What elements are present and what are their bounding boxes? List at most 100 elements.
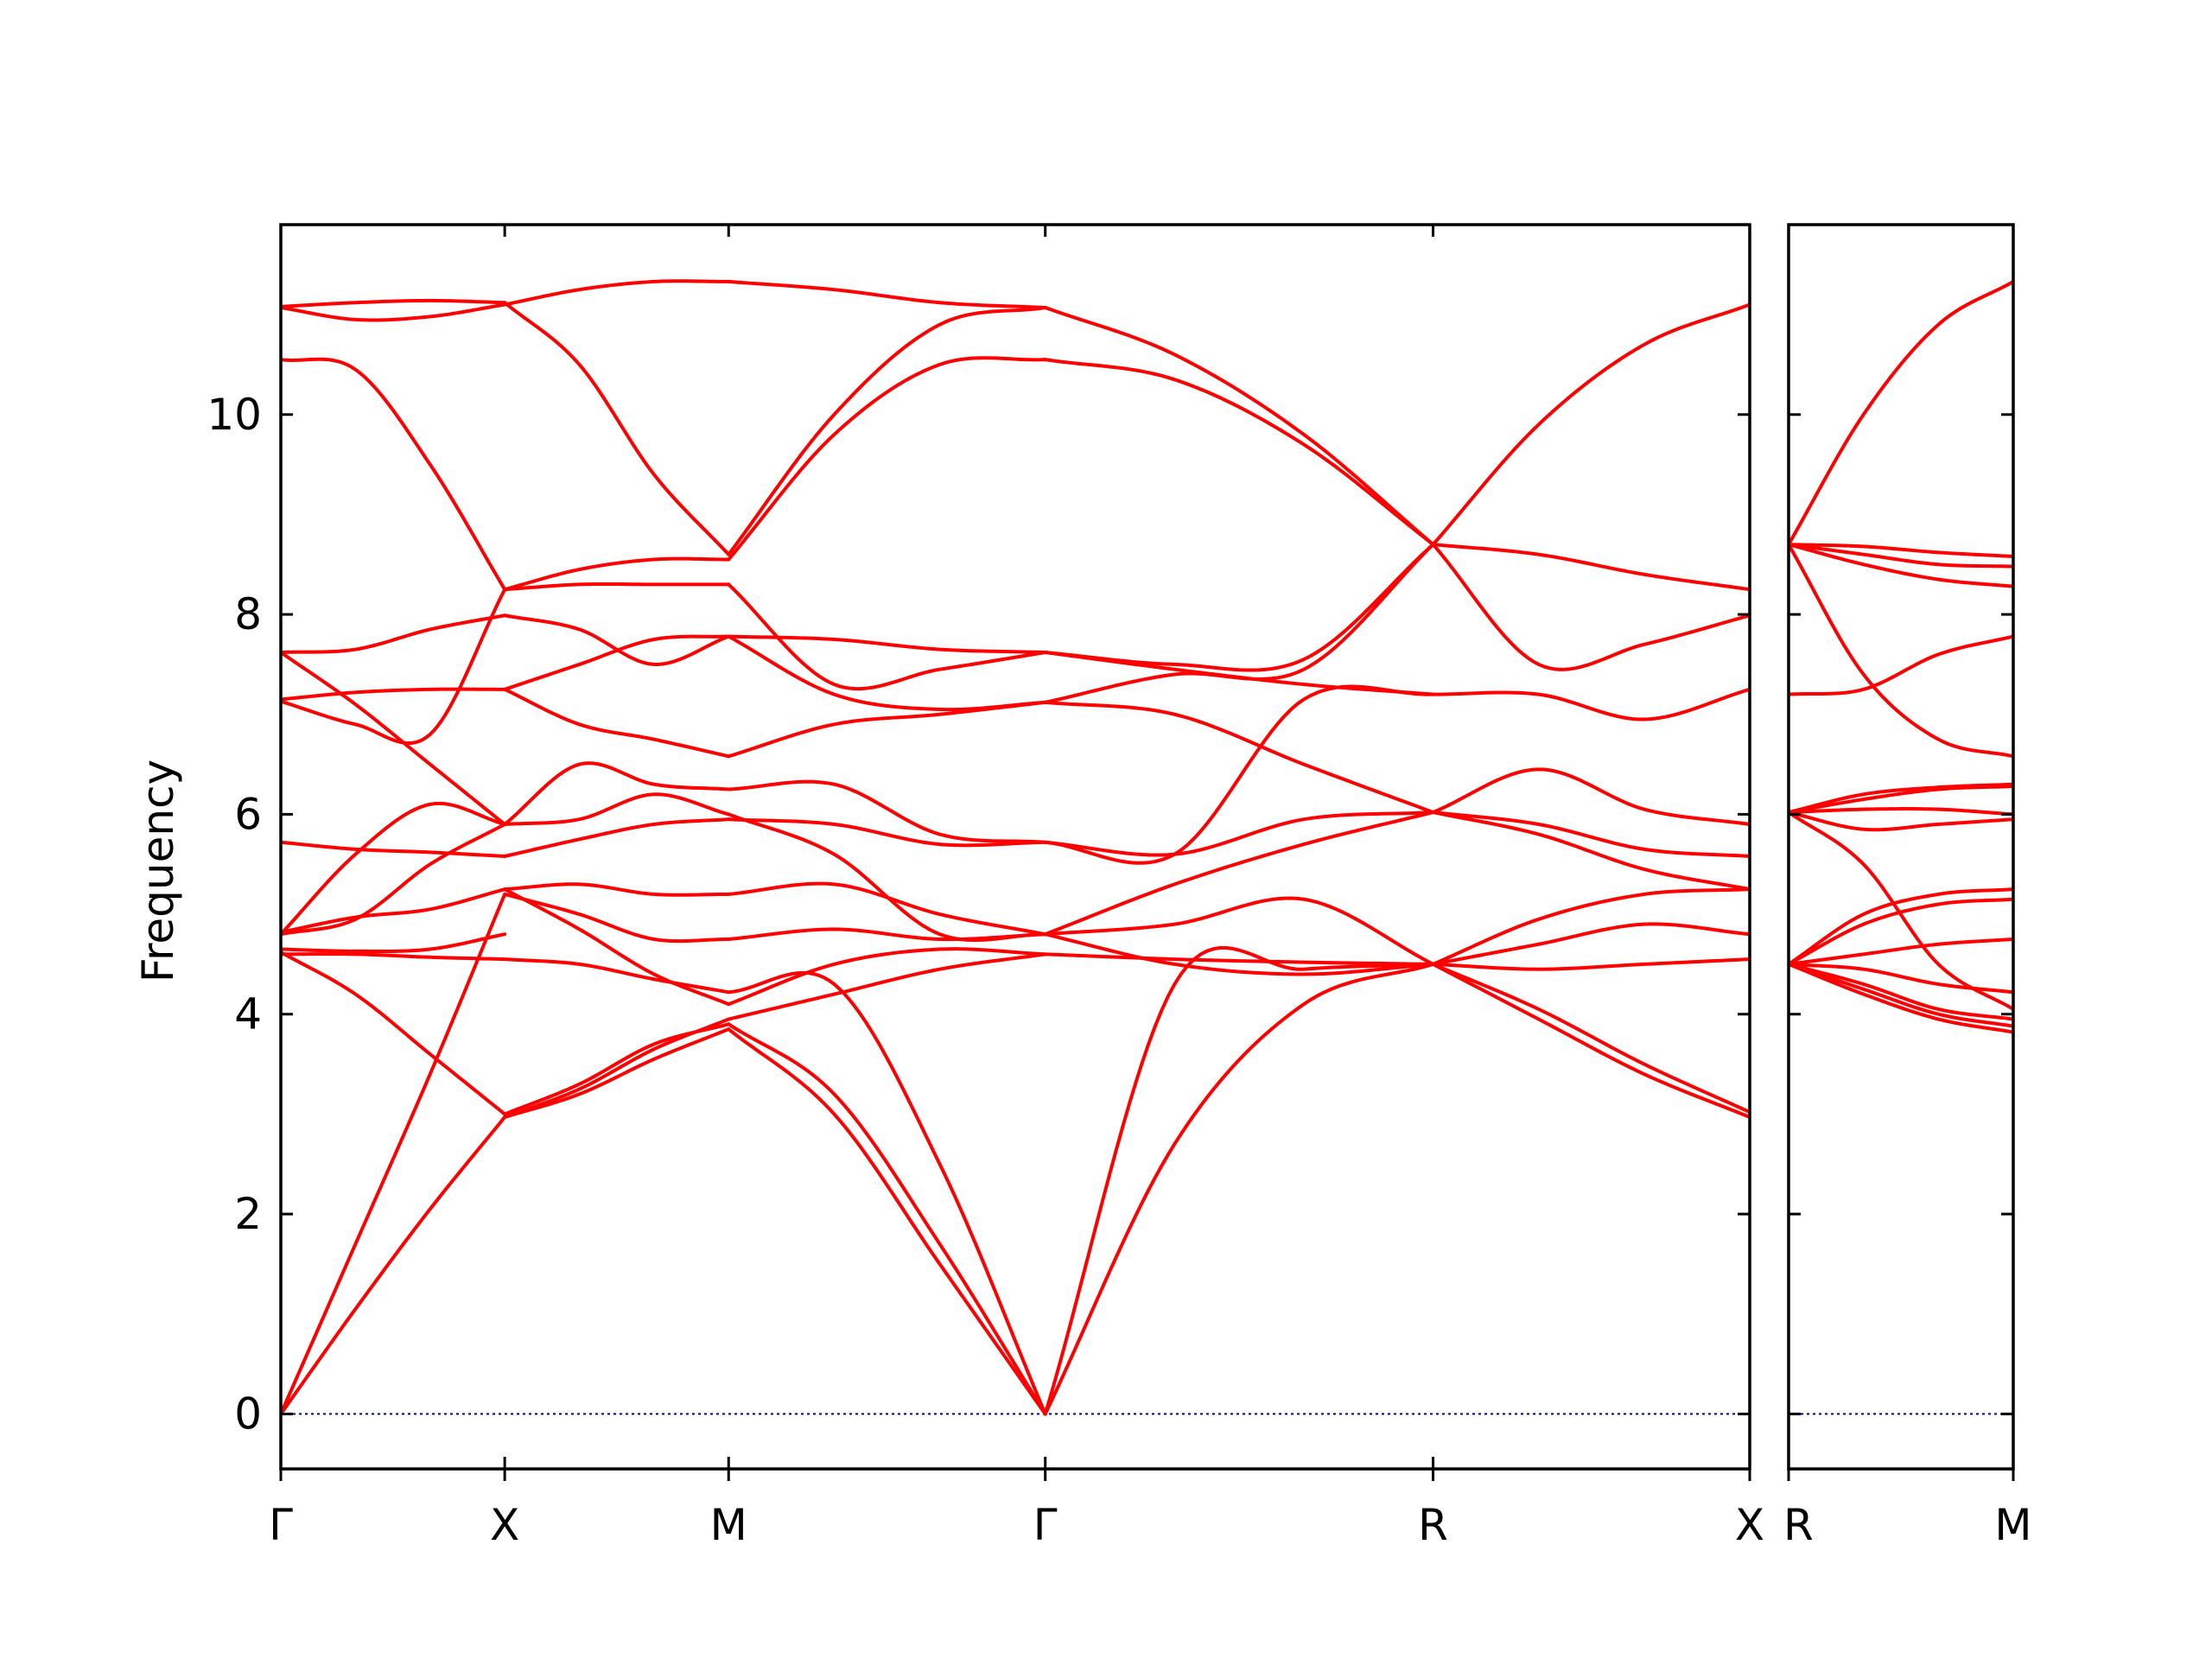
band-left-seg0-0 <box>281 1115 507 1416</box>
band-left-seg3-7 <box>1043 684 1435 865</box>
band-right-seg0-14 <box>1789 543 2013 588</box>
right-panel-frame <box>1787 223 2015 1471</box>
band-left-seg3-11 <box>1043 543 1435 672</box>
band-left-seg3-8 <box>1043 700 1435 815</box>
band-left-seg3-3 <box>1043 932 1435 976</box>
band-left-seg2-0 <box>727 1027 1047 1416</box>
band-left-seg0-12 <box>281 651 507 826</box>
x-tick-label: X <box>490 1500 519 1550</box>
band-left-seg0-1 <box>281 892 507 1416</box>
band-right-seg0-0 <box>1789 962 2013 1034</box>
band-left-seg0-4 <box>281 932 507 953</box>
band-left-seg4-9 <box>1431 543 1750 671</box>
band-left-seg2-2 <box>727 970 1047 1416</box>
band-right-seg0-9 <box>1789 807 2013 817</box>
band-left-seg2-4 <box>727 952 1047 1021</box>
band-left-seg0-3 <box>281 950 507 1116</box>
band-left-seg1-9 <box>503 792 731 826</box>
band-left-seg3-1 <box>1043 945 1435 1416</box>
band-right-seg0-17 <box>1789 279 2013 547</box>
x-tick-label: Γ <box>269 1500 293 1550</box>
band-right-seg0-10 <box>1789 785 2013 815</box>
band-right-seg0-8 <box>1789 810 2013 832</box>
band-left-seg1-4 <box>503 887 731 1007</box>
y-tick-label: 10 <box>207 390 262 440</box>
band-left-seg4-0 <box>1431 962 1750 1119</box>
band-right-seg0-7 <box>1789 810 2013 1011</box>
band-left-seg2-16 <box>727 279 1047 309</box>
y-axis-title: Frequency <box>133 760 183 982</box>
band-left-seg4-6 <box>1431 810 1750 858</box>
band-left-seg1-14 <box>503 556 731 592</box>
band-left-seg0-8 <box>281 840 507 858</box>
band-left-seg4-8 <box>1431 687 1750 721</box>
right-band-lines <box>1789 279 2013 1034</box>
band-left-seg4-1 <box>1431 962 1750 1115</box>
y-tick-label: 2 <box>234 1189 262 1239</box>
band-left-seg1-2 <box>503 1022 731 1116</box>
band-left-seg1-15 <box>503 301 731 556</box>
band-left-seg0-2 <box>281 952 507 962</box>
x-tick-label: R <box>1418 1500 1448 1550</box>
band-right-seg0-13 <box>1789 543 2013 759</box>
band-left-seg0-11 <box>281 613 507 655</box>
band-left-seg0-13 <box>281 357 507 592</box>
band-left-seg0-14 <box>281 302 507 322</box>
band-left-seg2-9 <box>727 812 1047 943</box>
band-left-seg2-3 <box>727 947 1047 1007</box>
band-right-seg0-11 <box>1789 782 2013 815</box>
x-tick-label: M <box>1994 1500 2031 1550</box>
band-left-seg4-4 <box>1431 922 1750 966</box>
band-right-seg0-6 <box>1789 887 2013 966</box>
band-left-seg2-12 <box>727 634 1047 655</box>
band-left-seg1-16 <box>503 279 731 307</box>
band-left-seg1-8 <box>503 761 731 826</box>
band-left-seg4-11 <box>1431 302 1750 547</box>
band-right-seg0-2 <box>1789 962 2013 1021</box>
left-panel: 0 2 4 6 8 10 Γ X M Γ R X <box>207 223 1764 1550</box>
left-panel-frame <box>279 223 1751 1471</box>
band-right-seg0-1 <box>1789 962 2013 1028</box>
band-left-seg1-10 <box>503 687 731 759</box>
band-left-seg0-5 <box>281 822 507 937</box>
band-left-seg2-1 <box>727 1022 1047 1416</box>
band-left-seg2-14 <box>727 356 1047 562</box>
band-right-seg0-15 <box>1789 543 2013 569</box>
band-left-seg0-10 <box>281 687 507 702</box>
y-tick-label: 0 <box>234 1389 262 1439</box>
x-tick-label: Γ <box>1033 1500 1058 1550</box>
band-left-seg1-0 <box>503 1027 731 1119</box>
band-left-seg4-7 <box>1431 767 1750 826</box>
band-left-seg2-11 <box>727 634 1047 712</box>
x-tick-label: X <box>1735 1500 1764 1550</box>
band-left-seg0-6 <box>281 801 507 937</box>
band-left-seg4-5 <box>1431 810 1750 892</box>
y-tick-label: 6 <box>234 789 262 839</box>
band-left-seg3-0 <box>1043 962 1435 1416</box>
left-band-lines <box>281 279 1750 1416</box>
band-left-seg2-8 <box>727 779 1047 844</box>
y-tick-label: 4 <box>234 989 262 1039</box>
band-left-seg1-6 <box>503 882 731 897</box>
band-left-seg1-3 <box>503 957 731 995</box>
band-left-seg1-12 <box>503 634 731 691</box>
band-left-seg4-10 <box>1431 543 1750 592</box>
band-left-seg3-12 <box>1043 358 1435 547</box>
band-left-seg0-7 <box>281 887 507 934</box>
band-left-seg0-15 <box>281 298 507 308</box>
band-right-seg0-12 <box>1789 634 2013 696</box>
x-tick-label: M <box>710 1500 747 1550</box>
x-tick-label: R <box>1783 1500 1814 1550</box>
band-left-seg3-13 <box>1043 306 1435 547</box>
band-left-seg1-7 <box>503 817 731 858</box>
band-left-seg0-9 <box>281 588 507 746</box>
band-left-seg2-15 <box>727 306 1047 556</box>
band-left-seg1-13 <box>503 582 731 592</box>
band-left-seg2-7 <box>727 817 1047 848</box>
band-right-seg0-4 <box>1789 937 2013 966</box>
band-right-seg0-16 <box>1789 543 2013 558</box>
band-left-seg3-4 <box>1043 896 1435 966</box>
band-left-seg2-13 <box>727 582 1047 691</box>
